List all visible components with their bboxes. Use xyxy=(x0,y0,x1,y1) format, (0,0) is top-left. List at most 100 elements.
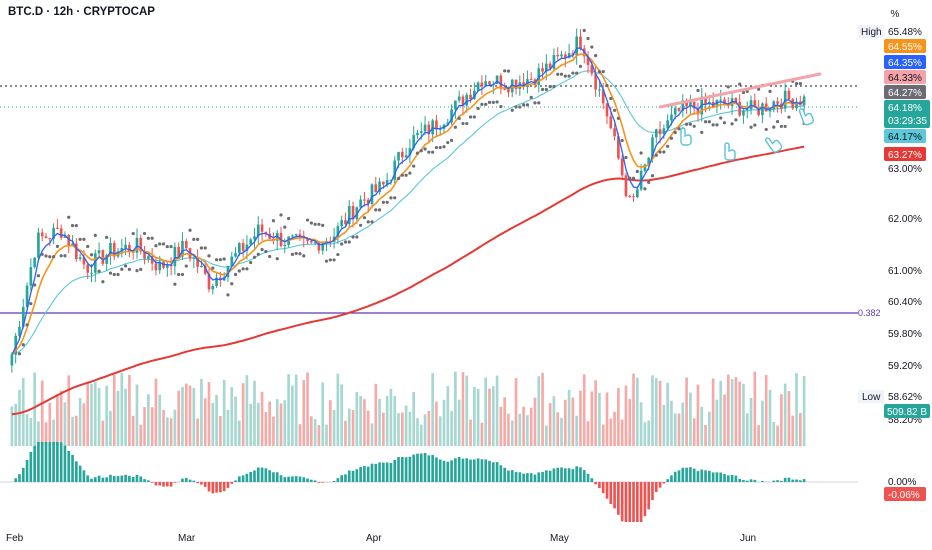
histogram-bar xyxy=(48,442,52,482)
volume-bar xyxy=(662,404,666,446)
candle-body xyxy=(768,109,772,112)
price-tag-cyan-text: 64.17% xyxy=(888,132,922,143)
psar-dot xyxy=(529,95,533,100)
histogram-bar xyxy=(446,461,450,482)
candle-body xyxy=(25,285,29,307)
histogram-bar xyxy=(215,482,218,493)
volume-bar xyxy=(340,384,343,446)
psar-dot xyxy=(696,88,700,93)
psar-dot xyxy=(226,293,230,297)
candle-body xyxy=(143,251,146,259)
histogram-bar xyxy=(598,482,601,489)
histogram-bar xyxy=(435,457,438,482)
volume-bar xyxy=(294,374,298,446)
histogram-bar xyxy=(143,479,146,482)
histogram-bar xyxy=(105,477,108,482)
psar-dot xyxy=(82,237,86,241)
price-tag-pink-text: 64.33% xyxy=(888,73,922,84)
volume-bar xyxy=(450,410,453,446)
candle-body xyxy=(59,228,63,238)
hand-pointer-icon[interactable] xyxy=(724,142,736,161)
price-tick-partial: 58.20% xyxy=(888,415,922,426)
hand-pointer-icon[interactable] xyxy=(680,127,692,146)
psar-dot xyxy=(51,255,56,259)
candle-body xyxy=(696,108,700,115)
psar-dot xyxy=(222,257,226,261)
histogram-bar xyxy=(700,469,704,482)
histogram-bar xyxy=(173,482,177,483)
histogram-bar xyxy=(696,471,700,482)
histogram-bar xyxy=(196,482,199,484)
high-caption-box xyxy=(858,25,884,38)
candle-body xyxy=(757,107,760,116)
psar-dot xyxy=(343,240,348,244)
histogram-bar xyxy=(272,472,275,482)
volume-bar xyxy=(772,421,776,446)
candle-body xyxy=(723,99,726,105)
candle-body xyxy=(404,155,408,158)
volume-bar xyxy=(328,400,332,446)
candle-body xyxy=(689,101,692,107)
hand-pointer-icon[interactable] xyxy=(798,106,814,126)
candle-body xyxy=(128,244,131,252)
psar-dot xyxy=(726,85,730,89)
volume-bar xyxy=(158,394,162,446)
histogram-bar xyxy=(476,458,480,482)
psar-dot xyxy=(321,223,325,227)
psar-dot xyxy=(495,100,499,104)
psar-dot xyxy=(412,164,416,168)
volume-bar xyxy=(548,403,552,446)
psar-dot xyxy=(17,352,22,356)
candle-body xyxy=(510,79,514,93)
volume-bar xyxy=(518,413,522,446)
histogram-bar xyxy=(442,460,446,482)
candle-body xyxy=(336,226,340,237)
candle-body xyxy=(609,116,613,129)
histogram-bar xyxy=(742,480,745,482)
psar-dot xyxy=(525,103,530,107)
volume-bars xyxy=(10,371,806,446)
histogram-bar xyxy=(158,482,162,486)
candle-body xyxy=(480,82,484,87)
hand-pointer-icon[interactable] xyxy=(764,134,783,154)
volume-bar xyxy=(139,424,143,446)
volume-bar xyxy=(268,401,271,446)
volume-bar xyxy=(745,413,749,446)
candle-body xyxy=(385,179,389,185)
histogram-bar xyxy=(78,465,82,482)
volume-bar xyxy=(332,409,336,446)
volume-bar xyxy=(234,396,237,446)
histogram-bar xyxy=(681,467,685,482)
volume-bar xyxy=(226,409,230,446)
price-tag-red-text: 63.27% xyxy=(888,150,922,161)
psar-dot xyxy=(59,254,63,258)
psar-dot xyxy=(522,103,526,107)
psar-dot xyxy=(230,282,234,286)
histogram-bar xyxy=(165,482,169,487)
candle-body xyxy=(75,243,78,260)
histogram-bar xyxy=(90,478,93,482)
psar-dot xyxy=(142,231,147,236)
volume-bar xyxy=(78,397,82,446)
volume-bar xyxy=(82,403,86,446)
candle-body xyxy=(321,243,325,251)
candle-body xyxy=(548,63,552,69)
psar-dot xyxy=(609,96,613,101)
volume-bar xyxy=(25,414,29,446)
histogram-bar xyxy=(188,479,192,482)
channel-trendline[interactable] xyxy=(658,72,822,109)
candle-body xyxy=(605,103,609,117)
psar-dot xyxy=(112,272,116,277)
candle-body xyxy=(772,101,776,110)
volume-bar xyxy=(120,372,124,446)
volume-bar xyxy=(484,377,488,446)
psar-dot xyxy=(408,171,412,175)
psar-dot xyxy=(434,145,439,150)
psar-dot xyxy=(260,248,264,252)
candle-body xyxy=(685,100,688,107)
percent-scale-button[interactable]: % xyxy=(890,9,900,20)
psar-dot xyxy=(389,196,393,200)
histogram-bar xyxy=(582,470,586,482)
psar-dot xyxy=(283,225,287,229)
